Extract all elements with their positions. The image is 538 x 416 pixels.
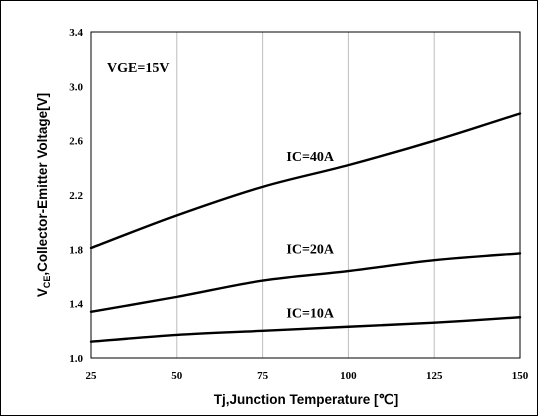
series-line-3	[89, 316, 522, 343]
series-label-2: IC=20A	[286, 242, 335, 257]
x-tick-label: 75	[257, 370, 269, 382]
y-axis-label-main: V	[35, 288, 50, 297]
y-tick-label: 2.6	[69, 136, 83, 148]
y-tick-label: 3.4	[69, 27, 83, 39]
y-tick-label: 1.0	[69, 353, 83, 365]
x-tick-label: 100	[340, 370, 357, 382]
y-axis-label-rest: ,Collector-Emitter Voltage[V]	[35, 93, 50, 276]
y-axis-label: VCE,Collector-Emitter Voltage[V]	[35, 93, 52, 297]
y-tick-label: 1.4	[69, 299, 83, 311]
x-tick-labels: 25 50 75 100 125 150	[86, 370, 529, 382]
y-tick-label: 1.8	[69, 244, 83, 256]
series-label-1: IC=40A	[286, 150, 335, 165]
x-tick-label: 125	[426, 370, 443, 382]
x-tick-label: 150	[512, 370, 529, 382]
series-line-1	[89, 112, 522, 250]
vge-annotation: VGE=15V	[107, 61, 169, 76]
gridlines	[176, 32, 435, 358]
plot-area-border	[90, 31, 521, 359]
x-axis-label: Tj,Junction Temperature [℃]	[214, 392, 398, 407]
y-tick-label: 3.0	[69, 81, 83, 93]
series-line-2	[89, 252, 522, 314]
series-labels: IC=40A IC=20A IC=10A	[286, 150, 335, 321]
series-label-3: IC=10A	[286, 306, 335, 321]
y-axis-label-subscript: CE	[42, 276, 52, 289]
series-lines	[89, 112, 522, 343]
y-tick-label: 2.2	[69, 190, 83, 202]
y-tick-labels: 1.0 1.4 1.8 2.2 2.6 3.0 3.4	[69, 27, 83, 365]
x-tick-label: 25	[86, 370, 98, 382]
x-tick-label: 50	[171, 370, 183, 382]
